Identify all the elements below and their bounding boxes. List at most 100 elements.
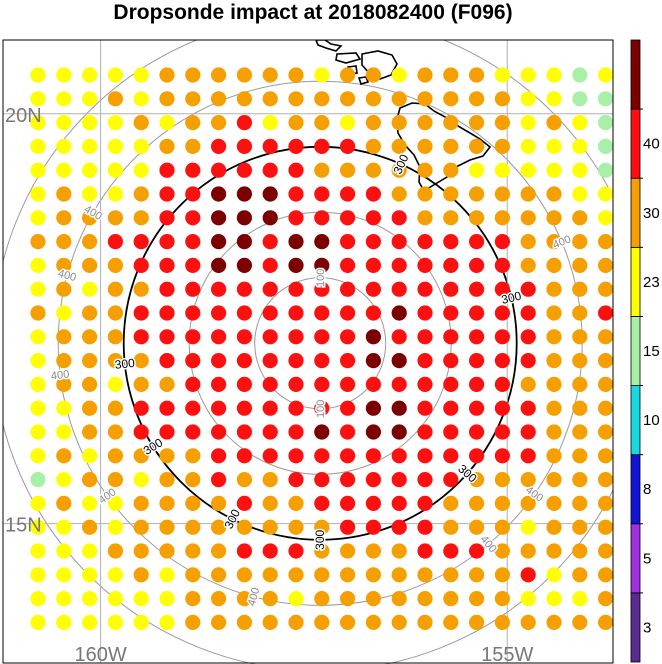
impact-point (598, 115, 613, 131)
impact-point (340, 591, 356, 607)
impact-point (159, 400, 175, 416)
colorbar-segment (630, 39, 641, 110)
impact-point (443, 614, 459, 631)
impact-point (520, 91, 536, 107)
impact-point (443, 448, 459, 464)
impact-point (443, 376, 459, 392)
impact-point (288, 67, 304, 83)
colorbar-segment (630, 177, 641, 248)
impact-point (185, 305, 201, 321)
impact-point (546, 234, 562, 250)
impact-point (391, 543, 407, 559)
impact-point (211, 567, 227, 583)
impact-point (469, 138, 485, 154)
impact-point (391, 591, 407, 607)
impact-point (417, 376, 433, 392)
impact-point (469, 614, 485, 631)
impact-point (340, 257, 356, 273)
impact-point (520, 543, 536, 559)
impact-point (546, 138, 562, 154)
impact-point (262, 400, 278, 416)
impact-point (159, 281, 175, 297)
impact-point (546, 567, 562, 583)
impact-point (236, 495, 252, 511)
impact-point (546, 424, 562, 440)
impact-point (288, 281, 304, 297)
molokai-coastline (335, 52, 362, 64)
impact-point (185, 376, 201, 392)
impact-point (365, 138, 381, 154)
impact-point (469, 257, 485, 273)
impact-point (572, 257, 588, 273)
impact-point (30, 495, 46, 511)
impact-point (30, 162, 46, 178)
impact-point (520, 281, 536, 297)
impact-point (598, 305, 613, 321)
impact-point (56, 91, 72, 107)
impact-point (365, 115, 381, 131)
impact-point (185, 186, 201, 202)
impact-point (288, 519, 304, 535)
impact-point (546, 400, 562, 416)
impact-point (159, 567, 175, 583)
impact-point (598, 472, 613, 488)
impact-point (133, 257, 149, 273)
impact-point (159, 91, 175, 107)
impact-point (107, 329, 123, 345)
impact-point (417, 234, 433, 250)
impact-point (417, 281, 433, 297)
impact-point (314, 543, 330, 559)
impact-point (340, 138, 356, 154)
impact-point (211, 67, 227, 83)
impact-point (572, 138, 588, 154)
impact-point (314, 376, 330, 392)
impact-point (185, 234, 201, 250)
impact-point (133, 329, 149, 345)
impact-point (30, 281, 46, 297)
impact-point (469, 305, 485, 321)
impact-point (82, 257, 98, 273)
impact-point (56, 162, 72, 178)
impact-point (56, 376, 72, 392)
impact-point (572, 234, 588, 250)
impact-point (56, 281, 72, 297)
impact-point (288, 424, 304, 440)
impact-point (443, 210, 459, 226)
impact-point (546, 162, 562, 178)
impact-point (546, 376, 562, 392)
impact-point (443, 305, 459, 321)
impact-point (417, 67, 433, 83)
impact-point (107, 234, 123, 250)
impact-point (598, 400, 613, 416)
impact-point (417, 567, 433, 583)
impact-point (598, 424, 613, 440)
impact-point (133, 138, 149, 154)
impact-point (494, 614, 510, 631)
impact-point (133, 210, 149, 226)
impact-point (365, 186, 381, 202)
impact-point (82, 115, 98, 131)
impact-point (211, 472, 227, 488)
impact-point (288, 472, 304, 488)
impact-point (107, 376, 123, 392)
colorbar-tick-label: 23 (643, 274, 660, 291)
impact-point (236, 472, 252, 488)
impact-point (82, 591, 98, 607)
impact-point (159, 614, 175, 631)
impact-point (546, 495, 562, 511)
impact-point (417, 162, 433, 178)
impact-point (494, 305, 510, 321)
impact-point (159, 162, 175, 178)
impact-point (82, 234, 98, 250)
impact-point (211, 614, 227, 631)
impact-point (314, 210, 330, 226)
impact-point (82, 305, 98, 321)
impact-point (107, 162, 123, 178)
impact-point (520, 424, 536, 440)
impact-point (82, 91, 98, 107)
impact-point (30, 376, 46, 392)
impact-point (30, 614, 46, 631)
impact-point (185, 138, 201, 154)
impact-point (340, 543, 356, 559)
impact-point (417, 91, 433, 107)
